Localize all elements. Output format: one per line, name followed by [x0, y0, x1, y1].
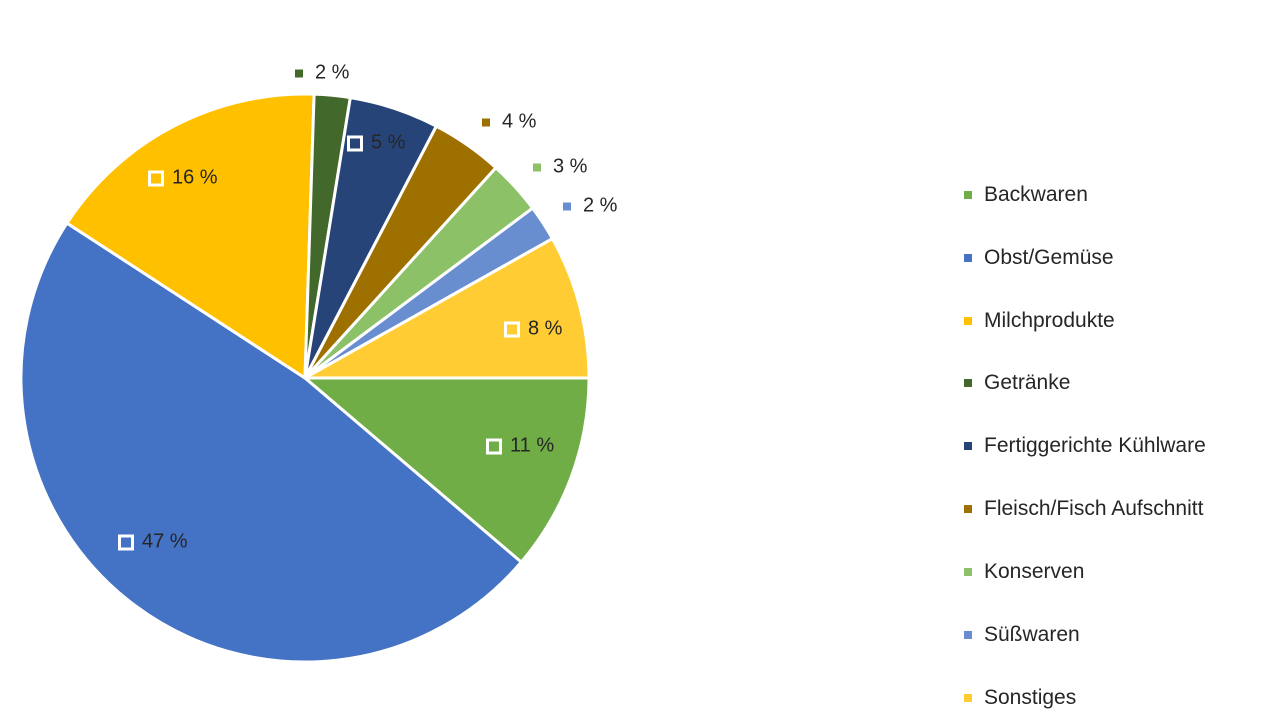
pie-slice-sonstiges [303, 237, 591, 380]
legend-label: Backwaren [984, 183, 1088, 206]
data-label-text: 11 % [510, 434, 555, 457]
label-marker-icon [504, 321, 520, 337]
label-marker-icon [118, 534, 134, 550]
pie-slice-backwaren [303, 376, 591, 564]
legend-label: Süßwaren [984, 623, 1080, 646]
legend-label: Getränke [984, 371, 1071, 394]
data-label-text: 5 % [371, 131, 406, 154]
legend-label: Sonstiges [984, 686, 1077, 709]
data-label: 2 % [295, 62, 349, 85]
legend-label: Milchprodukte [984, 309, 1115, 332]
legend-swatch-icon [964, 694, 972, 702]
legend-swatch-icon [964, 254, 972, 262]
data-label: 16 % [148, 167, 218, 190]
legend-label: Obst/Gemüse [984, 246, 1114, 269]
legend-swatch-icon [964, 568, 972, 576]
data-label-text: 4 % [502, 110, 537, 133]
pie-slice-milchprodukte [65, 92, 316, 380]
label-marker-icon [563, 202, 571, 210]
legend-swatch-icon [964, 379, 972, 387]
pie-slice-obst-gemüse [19, 221, 523, 664]
label-marker-icon [148, 170, 164, 186]
label-marker-icon [533, 163, 541, 171]
data-label: 11 % [486, 435, 554, 458]
legend-swatch-icon [964, 191, 972, 199]
legend-swatch-icon [964, 317, 972, 325]
legend-item-getraenke: Getränke [964, 368, 1070, 398]
legend-label: Fleisch/Fisch Aufschnitt [984, 497, 1204, 520]
data-label-text: 8 % [528, 317, 563, 340]
legend-item-fertiggerichte: Fertiggerichte Kühlware [964, 431, 1206, 461]
legend-item-milchprodukte: Milchprodukte [964, 306, 1115, 336]
data-label-text: 3 % [553, 155, 588, 178]
data-label-text: 2 % [583, 194, 618, 217]
label-marker-icon [486, 438, 502, 454]
data-label: 47 % [118, 531, 188, 554]
legend-item-fleisch-fisch: Fleisch/Fisch Aufschnitt [964, 494, 1203, 524]
legend-label: Fertiggerichte Kühlware [984, 434, 1206, 457]
legend-item-obst-gemuese: Obst/Gemüse [964, 243, 1114, 273]
label-marker-icon [347, 135, 363, 151]
data-label-text: 47 % [142, 530, 188, 553]
data-label: 8 % [504, 318, 562, 341]
legend-swatch-icon [964, 442, 972, 450]
legend-item-sonstiges: Sonstiges [964, 683, 1076, 713]
legend-item-backwaren: Backwaren [964, 180, 1088, 210]
legend-swatch-icon [964, 505, 972, 513]
data-label: 3 % [533, 156, 587, 179]
label-marker-icon [295, 69, 303, 77]
legend-item-konserven: Konserven [964, 557, 1084, 587]
legend-swatch-icon [964, 631, 972, 639]
data-label: 5 % [347, 132, 405, 155]
legend-label: Konserven [984, 560, 1085, 583]
data-label-text: 16 % [172, 166, 218, 189]
data-label-text: 2 % [315, 61, 350, 84]
label-marker-icon [482, 118, 490, 126]
data-label: 2 % [563, 195, 617, 218]
data-label: 4 % [482, 111, 536, 134]
legend-item-suesswaren: Süßwaren [964, 620, 1080, 650]
